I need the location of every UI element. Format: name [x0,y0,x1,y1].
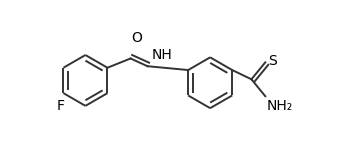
Text: NH: NH [151,48,172,62]
Text: NH₂: NH₂ [267,99,293,113]
Text: O: O [132,31,142,45]
Text: F: F [57,99,65,113]
Text: S: S [268,54,277,68]
